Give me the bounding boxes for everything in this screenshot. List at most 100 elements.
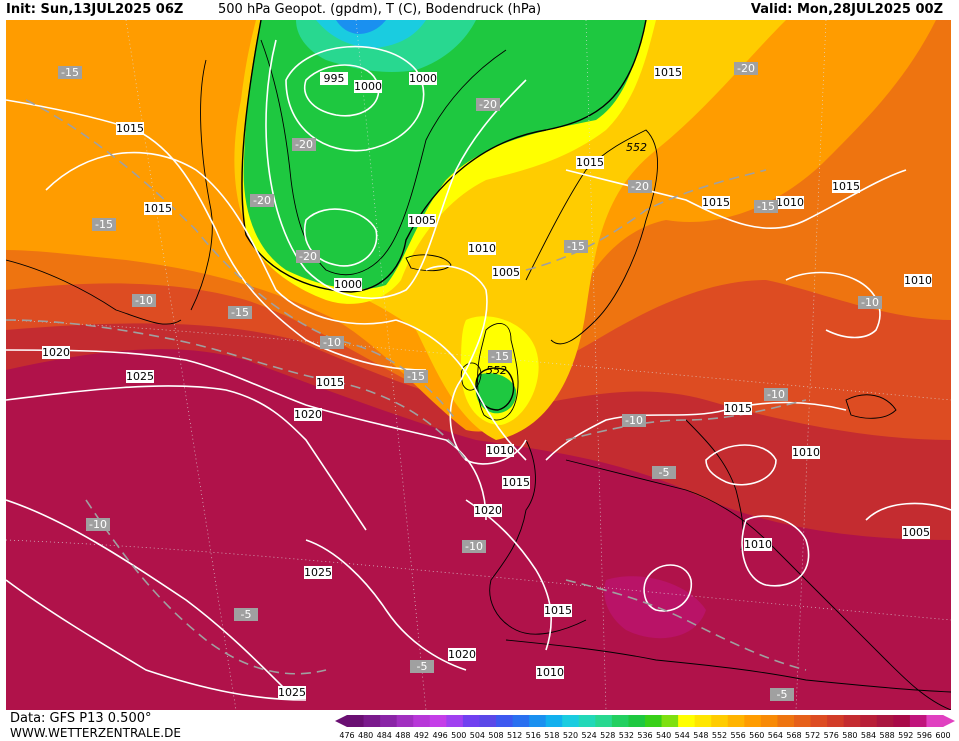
svg-text:-10: -10 — [625, 414, 643, 427]
colorbar-swatch — [744, 715, 762, 727]
colorbar-swatch — [711, 715, 729, 727]
svg-text:1010: 1010 — [744, 538, 772, 551]
isobar-label: 1020 — [474, 504, 502, 517]
map-header: Init: Sun,13JUL2025 06Z 500 hPa Geopot. … — [0, 0, 959, 20]
isobar-labels: 995 1000 1000 1000 1005 1010 1005 1015 1… — [42, 66, 932, 699]
colorbar-tick-label: 480 — [358, 731, 373, 740]
svg-text:-10: -10 — [89, 518, 107, 531]
temperature-label: -15 — [488, 350, 512, 363]
colorbar-tick-label: 552 — [712, 731, 727, 740]
isobar-1025-sw — [6, 579, 307, 701]
field-band-548 — [243, 20, 647, 290]
svg-text:1005: 1005 — [902, 526, 930, 539]
colorbar-tick-label: 524 — [581, 731, 596, 740]
colorbar-swatch — [661, 715, 679, 727]
colorbar-swatch — [876, 715, 894, 727]
svg-text:1015: 1015 — [654, 66, 682, 79]
colorbar-swatch — [429, 715, 447, 727]
isobar-label: 1015 — [832, 180, 860, 193]
colorbar-tick-label: 532 — [619, 731, 634, 740]
isobar-995 — [304, 64, 380, 117]
temperature-label: -5 — [652, 466, 676, 479]
isotherm-minus-15 — [25, 99, 457, 421]
svg-text:1010: 1010 — [468, 242, 496, 255]
svg-text:1025: 1025 — [126, 370, 154, 383]
colorbar-swatch — [446, 715, 464, 727]
isobar-label: 1005 — [902, 526, 930, 539]
isobar-1005-west — [265, 39, 527, 299]
temperature-label: -10 — [132, 294, 156, 307]
isobar-1020 — [6, 349, 487, 521]
colorbar-tick-label: 544 — [675, 731, 690, 740]
isobar-label: 1025 — [304, 566, 332, 579]
colorbar: 476 480 484 488 492 496 500 504 508 512 516 518 520 5… — [335, 715, 955, 740]
colorbar-swatch — [678, 715, 696, 727]
svg-text:1015: 1015 — [702, 196, 730, 209]
geopotential-label: 552 — [626, 141, 647, 154]
init-time-label: Init: Sun,13JUL2025 06Z — [6, 2, 184, 17]
svg-text:1005: 1005 — [408, 214, 436, 227]
colorbar-tick-label: 576 — [824, 731, 839, 740]
valid-time-label: Valid: Mon,28JUL2025 00Z — [750, 2, 943, 17]
svg-text:-10: -10 — [465, 540, 483, 553]
isobar-1005-east — [865, 502, 951, 521]
colorbar-tick-label: 572 — [805, 731, 820, 740]
colorbar-swatch — [380, 715, 398, 727]
colorbar-swatches — [335, 715, 955, 727]
svg-text:-5: -5 — [417, 660, 428, 673]
isobar-label: 1015 — [702, 196, 730, 209]
britain-coast — [477, 323, 519, 421]
field-band-524 — [336, 20, 386, 34]
svg-text:1010: 1010 — [536, 666, 564, 679]
svg-text:1010: 1010 — [486, 444, 514, 457]
svg-text:-5: -5 — [777, 688, 788, 701]
colorbar-swatch — [363, 715, 381, 727]
colorbar-swatch — [496, 715, 514, 727]
isobar-label: 1020 — [42, 346, 70, 359]
colorbar-swatch — [810, 715, 828, 727]
isotherm-minus-5-sw — [85, 499, 327, 675]
baffin-coast — [190, 59, 213, 311]
west-europe-coast — [489, 439, 587, 635]
temperature-lines — [6, 99, 807, 675]
colorbar-tick-label: 588 — [879, 731, 894, 740]
svg-text:-5: -5 — [659, 466, 670, 479]
isobar-label: 1010 — [792, 446, 820, 459]
isobar-label: 995 — [320, 72, 348, 85]
colorbar-tick-label: 592 — [898, 731, 913, 740]
colorbar-swatch — [926, 715, 944, 727]
colorbar-swatch — [413, 715, 431, 727]
geopotential-contour-552-west — [241, 20, 262, 236]
isobar-label: 1010 — [776, 196, 804, 209]
isobar-1000-south — [304, 208, 378, 267]
isobar-label: 1010 — [468, 242, 496, 255]
temperature-label: -20 — [628, 180, 652, 193]
svg-text:1015: 1015 — [116, 122, 144, 135]
isobar-label: 1025 — [126, 370, 154, 383]
colorbar-tick-label: 536 — [637, 731, 652, 740]
temperature-label: -5 — [234, 608, 258, 621]
temperature-label: -20 — [250, 194, 274, 207]
isotherm-minus-10-europe — [565, 399, 807, 441]
svg-text:1015: 1015 — [502, 476, 530, 489]
isobar-1015-west — [6, 99, 427, 371]
colorbar-swatch — [611, 715, 629, 727]
weather-map[interactable]: 995 1000 1000 1000 1005 1010 1005 1015 1… — [6, 20, 951, 710]
colorbar-tick-label: 520 — [563, 731, 578, 740]
temperature-label: -15 — [58, 66, 82, 79]
svg-text:1015: 1015 — [576, 156, 604, 169]
field-band-592 — [604, 576, 706, 639]
svg-text:1005: 1005 — [492, 266, 520, 279]
colorbar-swatch — [645, 715, 663, 727]
isobar-1025 — [6, 385, 367, 531]
colorbar-swatch — [396, 715, 414, 727]
svg-text:1025: 1025 — [278, 686, 306, 699]
greenland-coast — [260, 39, 507, 276]
svg-text:1000: 1000 — [354, 80, 382, 93]
colorbar-tick-label: 556 — [730, 731, 745, 740]
labrador-coast — [6, 259, 182, 325]
colorbar-swatch — [578, 715, 596, 727]
isobar-label: 1010 — [744, 538, 772, 551]
isobar-1020-sw — [6, 499, 287, 691]
svg-text:-15: -15 — [95, 218, 113, 231]
